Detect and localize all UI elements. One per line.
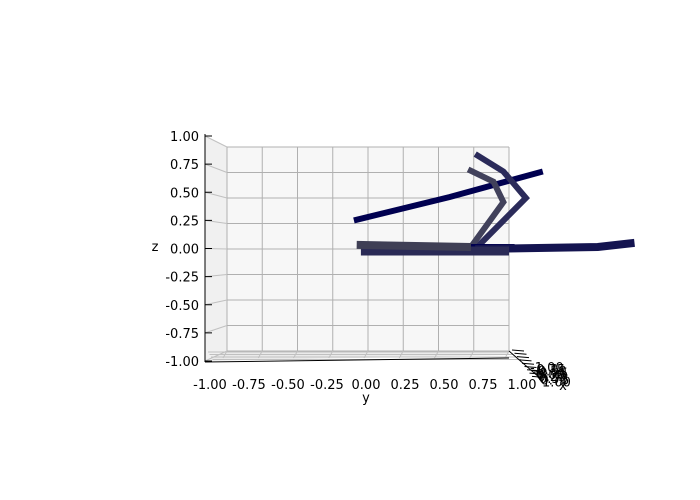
z-tick-label: 0.50 bbox=[170, 186, 199, 201]
series-line-1 bbox=[473, 151, 530, 252]
z-tick-label: -1.00 bbox=[165, 355, 199, 370]
y-tick-label: 0.25 bbox=[391, 378, 420, 393]
grid-side-7 bbox=[204, 163, 228, 173]
y-tick-label: -0.50 bbox=[271, 378, 305, 393]
x-tick-label: 1.00 bbox=[542, 375, 571, 390]
x-tick-label: 0.00 bbox=[536, 368, 565, 383]
z-tick-label: 0.75 bbox=[170, 158, 199, 173]
tick-labels: -1.00-0.75-0.50-0.250.000.250.500.751.00… bbox=[152, 130, 571, 406]
floor-pane bbox=[205, 351, 509, 361]
x-tick-label: 0.50 bbox=[539, 372, 568, 387]
x-axis-label: x bbox=[559, 379, 567, 394]
grid-side-6 bbox=[204, 191, 228, 199]
x-tick-2 bbox=[516, 356, 530, 359]
series-line-2 bbox=[466, 166, 507, 249]
z-tick-label: 1.00 bbox=[170, 130, 199, 145]
x-tick-7 bbox=[529, 372, 542, 375]
x-tick-label: -0.50 bbox=[533, 365, 567, 380]
z-tick-label: -0.75 bbox=[165, 327, 199, 342]
z-tick-label: -0.50 bbox=[165, 299, 199, 314]
x-tick-6 bbox=[526, 369, 540, 372]
y-axis-line bbox=[204, 357, 510, 363]
x-tick-3 bbox=[519, 359, 532, 362]
x-tick-0 bbox=[511, 349, 525, 352]
series-line-6 bbox=[356, 240, 471, 251]
axes bbox=[204, 134, 545, 379]
grid-side-0 bbox=[204, 350, 228, 362]
x-tick-label: -0.75 bbox=[532, 363, 566, 378]
x-tick-label: 0.25 bbox=[538, 370, 567, 385]
z-tick-label: -0.25 bbox=[165, 271, 199, 286]
z-tick-label: 0.25 bbox=[170, 214, 199, 229]
x-tick-5 bbox=[524, 366, 537, 368]
x-tick-label: 0.75 bbox=[541, 374, 570, 389]
grid-side-5 bbox=[204, 219, 228, 224]
grid-side-1 bbox=[204, 325, 228, 334]
y-tick-label: 0.00 bbox=[352, 378, 381, 393]
y-tick-label: 0.75 bbox=[469, 378, 498, 393]
x-tick-4 bbox=[521, 362, 535, 365]
y-tick-label: -0.75 bbox=[232, 378, 266, 393]
y-tick-label: 0.50 bbox=[430, 378, 459, 393]
grid-side-8 bbox=[204, 135, 228, 148]
grid-side-2 bbox=[204, 299, 228, 306]
series-group bbox=[353, 151, 635, 256]
x-tick-1 bbox=[514, 352, 527, 355]
x-tick-label: -1.00 bbox=[530, 361, 564, 376]
series-line-4 bbox=[475, 238, 635, 253]
y-tick-label: -0.25 bbox=[310, 378, 344, 393]
x-tick-label: -0.25 bbox=[535, 366, 569, 381]
z-axis-label: z bbox=[152, 240, 159, 255]
z-tick-label: 0.00 bbox=[170, 243, 199, 258]
y-axis-label: y bbox=[362, 391, 370, 406]
x-tick-8 bbox=[531, 375, 545, 378]
y-tick-label: -1.00 bbox=[193, 378, 227, 393]
y-tick-label: 1.00 bbox=[508, 378, 537, 393]
